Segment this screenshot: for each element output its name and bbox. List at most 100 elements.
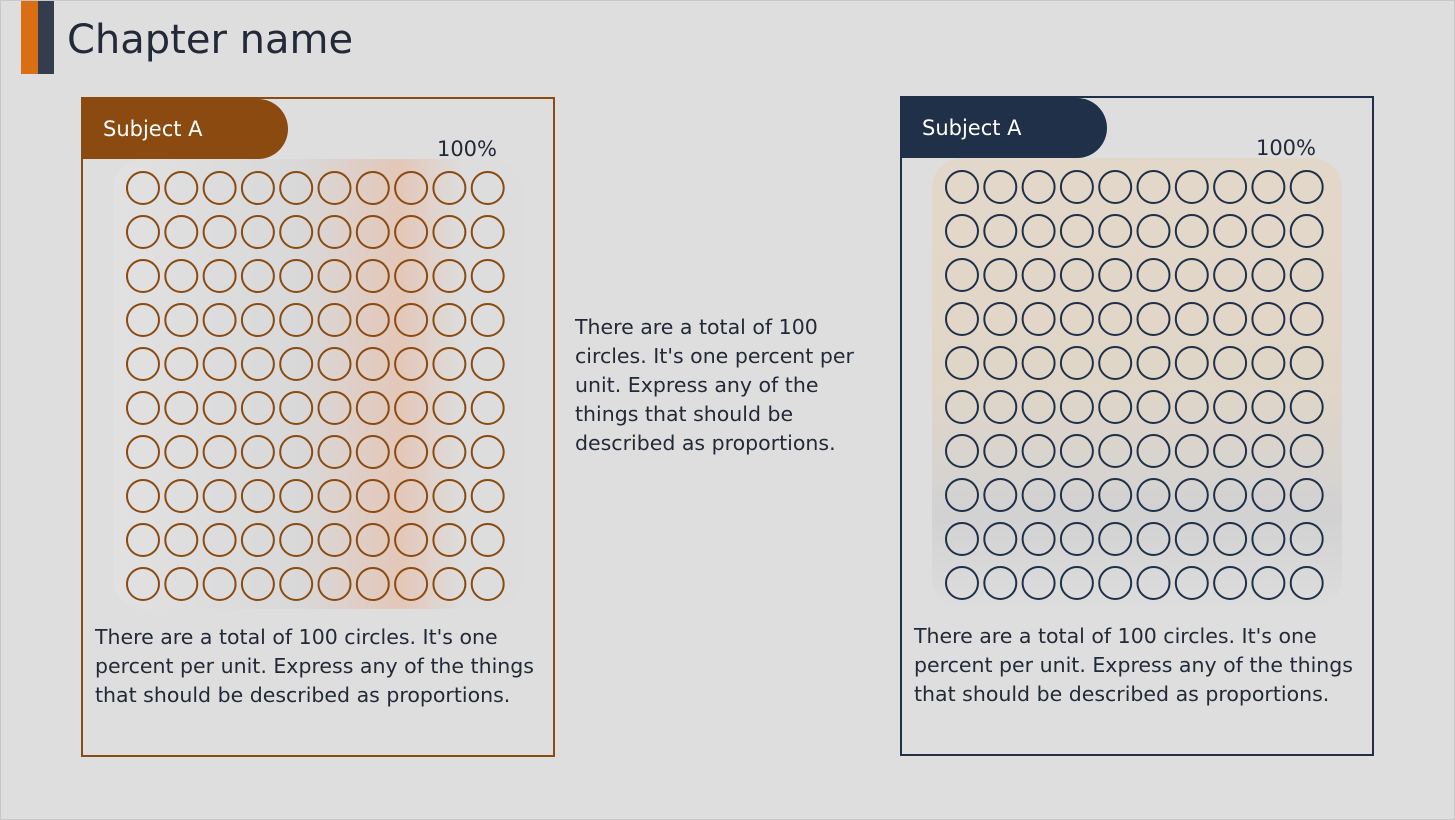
percent-label: 100% xyxy=(1255,136,1316,160)
circle xyxy=(1136,478,1171,512)
circle xyxy=(1021,170,1056,204)
circle xyxy=(945,214,979,248)
circle xyxy=(1021,258,1056,292)
circle xyxy=(317,171,352,205)
circle xyxy=(240,435,275,469)
circle xyxy=(202,523,237,557)
circle xyxy=(279,347,314,381)
circle xyxy=(1289,390,1324,424)
circle xyxy=(240,479,275,513)
circle xyxy=(317,391,352,425)
circle xyxy=(1213,434,1248,468)
circle xyxy=(164,171,199,205)
circle xyxy=(126,391,160,425)
circle xyxy=(240,259,275,293)
circle xyxy=(1059,522,1094,556)
circle xyxy=(394,215,429,249)
circle xyxy=(317,435,352,469)
circle xyxy=(470,303,505,337)
circle xyxy=(1213,390,1248,424)
circle xyxy=(1098,346,1133,380)
subject-panel: Subject A 100% There are a total of 100 … xyxy=(81,97,555,757)
middle-text: There are a total of 100 circles. It's o… xyxy=(575,315,854,455)
circle xyxy=(470,523,505,557)
circle xyxy=(1251,258,1286,292)
circle xyxy=(1021,566,1056,600)
circle xyxy=(1098,478,1133,512)
circle xyxy=(1174,346,1209,380)
circle xyxy=(202,391,237,425)
circle xyxy=(1098,434,1133,468)
circle xyxy=(240,347,275,381)
circle xyxy=(983,214,1018,248)
circle xyxy=(1213,258,1248,292)
circle xyxy=(1251,390,1286,424)
circle xyxy=(1289,214,1324,248)
circle xyxy=(432,347,467,381)
circle xyxy=(126,479,160,513)
circle xyxy=(1289,434,1324,468)
accent-bar xyxy=(21,1,38,74)
circle xyxy=(164,215,199,249)
circle xyxy=(317,479,352,513)
circle xyxy=(394,347,429,381)
circle xyxy=(202,259,237,293)
circle xyxy=(164,523,199,557)
circle xyxy=(945,478,979,512)
circle xyxy=(317,567,352,601)
circle xyxy=(1289,522,1324,556)
circle xyxy=(1136,522,1171,556)
circle xyxy=(279,171,314,205)
circle xyxy=(470,259,505,293)
circle xyxy=(1059,170,1094,204)
circle xyxy=(432,215,467,249)
circle xyxy=(394,435,429,469)
circle xyxy=(164,391,199,425)
circle xyxy=(1174,434,1209,468)
circle xyxy=(355,259,390,293)
circle xyxy=(1251,522,1286,556)
circle xyxy=(202,171,237,205)
circle xyxy=(126,435,160,469)
circle xyxy=(983,258,1018,292)
circle xyxy=(983,170,1018,204)
circle xyxy=(1136,258,1171,292)
circle xyxy=(470,215,505,249)
subject-tab: Subject A xyxy=(902,98,1107,158)
circle xyxy=(394,259,429,293)
circle xyxy=(355,391,390,425)
circle xyxy=(1213,522,1248,556)
chapter-title: Chapter name xyxy=(67,17,354,63)
circle xyxy=(945,434,979,468)
circle xyxy=(1289,302,1324,336)
circle xyxy=(1289,258,1324,292)
circle xyxy=(355,303,390,337)
circle xyxy=(1213,302,1248,336)
circle xyxy=(394,523,429,557)
circle xyxy=(470,435,505,469)
circle xyxy=(202,215,237,249)
accent-bar xyxy=(38,1,54,74)
circle xyxy=(240,303,275,337)
circle xyxy=(983,566,1018,600)
circle xyxy=(317,523,352,557)
circle xyxy=(355,347,390,381)
circle xyxy=(432,259,467,293)
circle xyxy=(1174,302,1209,336)
circle xyxy=(1251,566,1286,600)
circle xyxy=(202,303,237,337)
circle xyxy=(1213,214,1248,248)
circle xyxy=(279,435,314,469)
circle xyxy=(126,215,160,249)
circle xyxy=(1059,258,1094,292)
circle xyxy=(1136,346,1171,380)
circle xyxy=(1251,346,1286,380)
circle xyxy=(432,523,467,557)
circle xyxy=(355,435,390,469)
circle xyxy=(470,567,505,601)
circle xyxy=(279,215,314,249)
circle xyxy=(945,566,979,600)
subject-panel: Subject A 100% There are a total of 100 … xyxy=(900,96,1374,756)
circle xyxy=(394,391,429,425)
circle-grid xyxy=(945,170,1324,600)
